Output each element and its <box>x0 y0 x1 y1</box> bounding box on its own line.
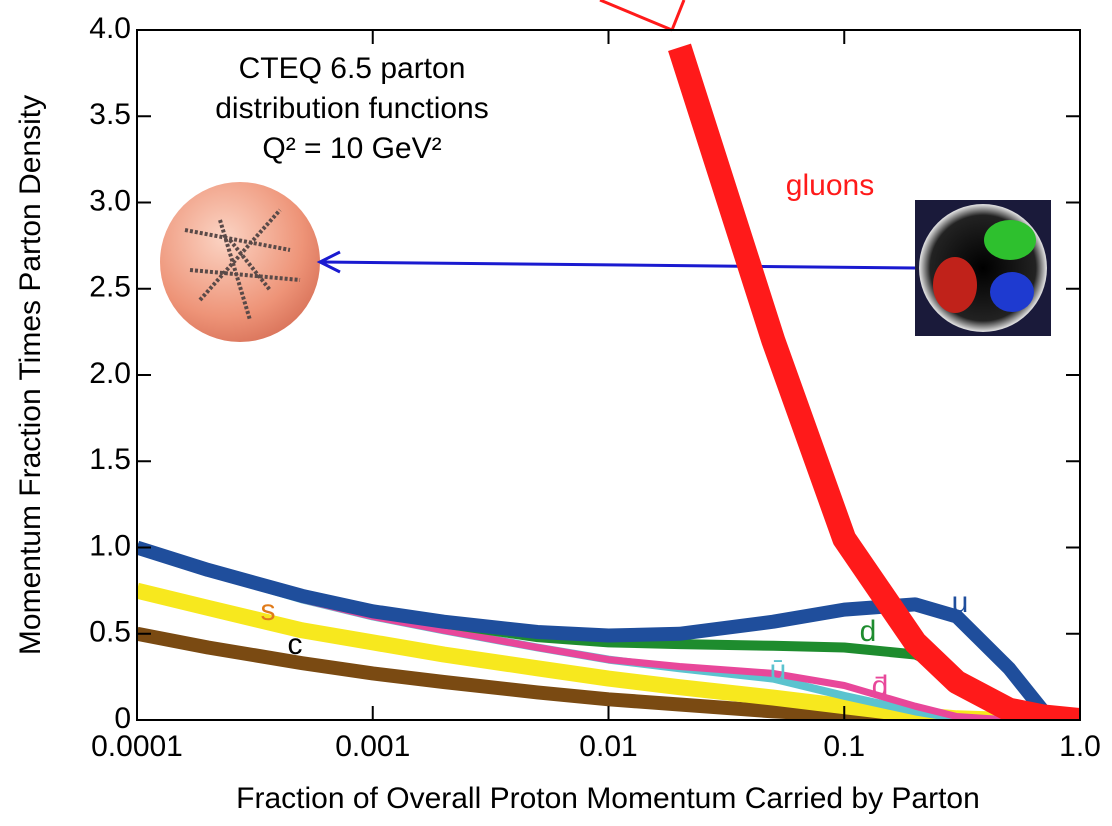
x-tick-label: 0.001 <box>335 730 410 763</box>
y-tick-label: 2.0 <box>89 357 131 390</box>
x-tick-label: 0.01 <box>579 730 637 763</box>
arrow <box>316 0 916 274</box>
series-label: u <box>952 586 969 619</box>
y-tick-label: 1.0 <box>89 529 131 562</box>
series-band <box>137 540 1080 720</box>
x-axis-label: Fraction of Overall Proton Momentum Carr… <box>236 782 980 815</box>
series-label: d̄ <box>872 670 889 703</box>
y-tick-label: 3.5 <box>89 98 131 131</box>
y-axis-label: Momentum Fraction Times Parton Density <box>14 95 47 655</box>
annotation: CTEQ 6.5 parton <box>239 52 466 85</box>
series-band <box>668 43 1080 720</box>
y-tick-label: 3.0 <box>89 184 131 217</box>
y-tick-label: 2.5 <box>89 271 131 304</box>
series-label: d <box>860 615 877 648</box>
x-tick-label: 1.0 <box>1059 730 1101 763</box>
annotation: Q² = 10 GeV² <box>262 132 441 165</box>
annotation: distribution functions <box>215 92 489 125</box>
plot-area <box>137 43 1080 720</box>
series-label: ū <box>770 654 787 687</box>
series-label: c <box>288 628 303 661</box>
y-tick-label: 4.0 <box>89 12 131 45</box>
y-tick-label: 0 <box>114 702 131 735</box>
proton-illustration <box>160 182 320 342</box>
color-charge-illustration <box>915 200 1051 336</box>
y-tick-label: 0.5 <box>89 616 131 649</box>
series-label: s <box>261 594 276 627</box>
y-tick-label: 1.5 <box>89 443 131 476</box>
x-tick-label: 0.1 <box>823 730 865 763</box>
series-label: gluons <box>786 169 874 202</box>
x-tick-label: 0.0001 <box>91 730 183 763</box>
